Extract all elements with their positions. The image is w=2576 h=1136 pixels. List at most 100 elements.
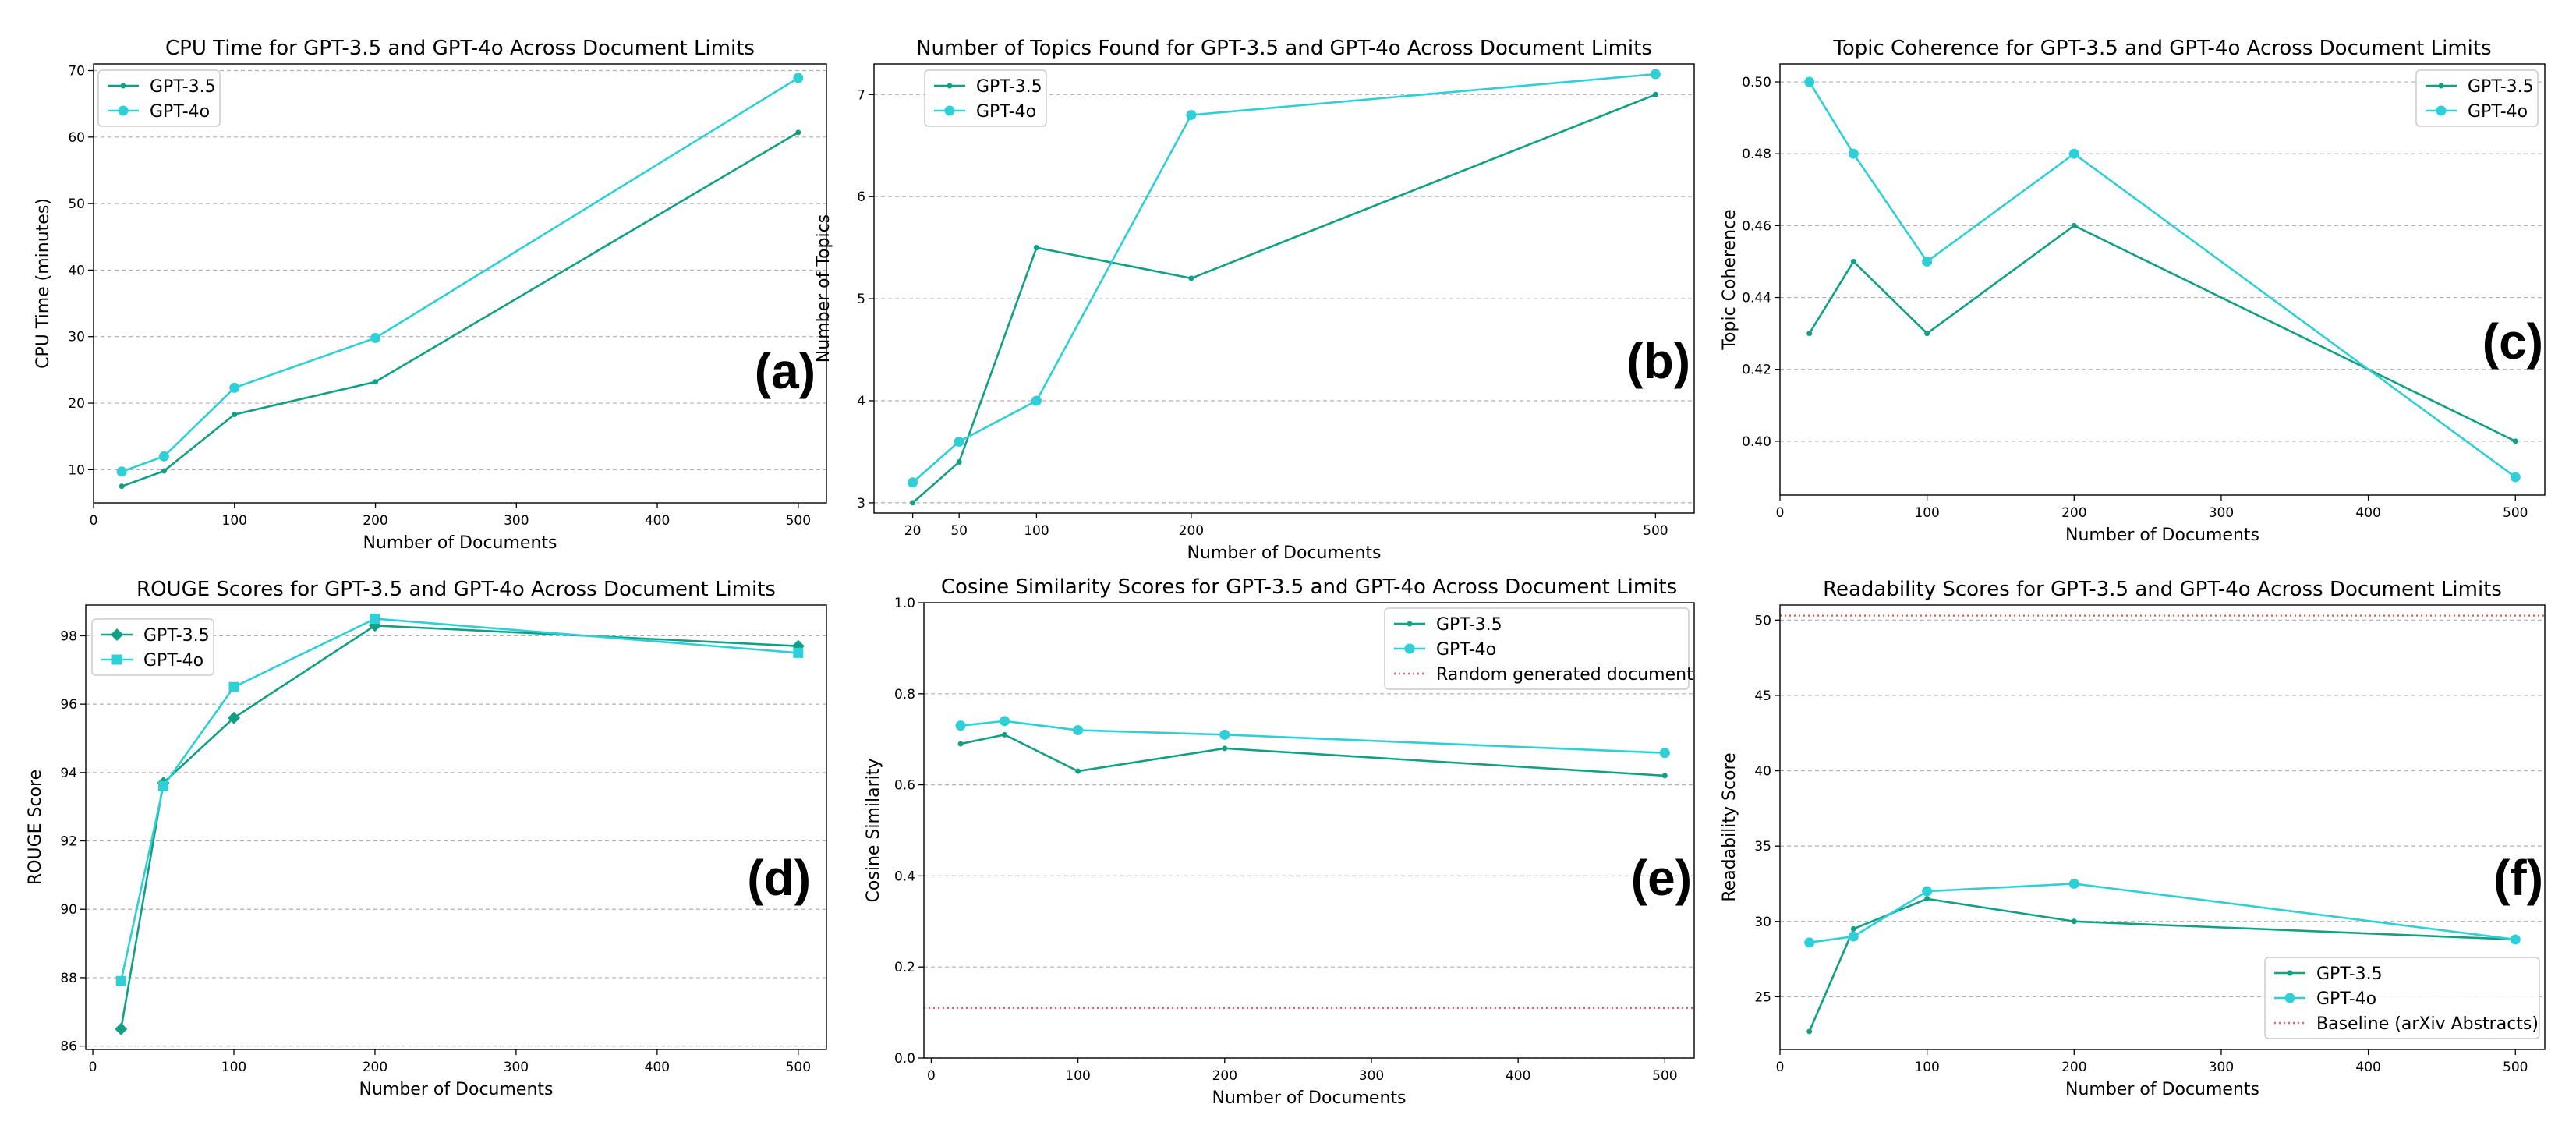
y-axis-label: Readability Score <box>1720 752 1739 901</box>
x-tick-label: 300 <box>504 513 529 529</box>
series-line-gpt35 <box>119 624 798 1029</box>
legend-label: GPT-4o <box>976 102 1036 122</box>
x-axis-label: Number of Documents <box>359 1080 553 1099</box>
legend-label: GPT-3.5 <box>1436 615 1502 635</box>
data-point <box>2068 878 2079 889</box>
data-point <box>161 468 167 474</box>
x-tick-label: 100 <box>1024 523 1049 539</box>
y-tick-label: 50 <box>68 196 85 212</box>
x-tick-label: 100 <box>1914 505 1939 521</box>
legend: GPT-3.5 GPT-4o <box>91 618 214 676</box>
legend-label: GPT-4o <box>143 651 203 671</box>
y-tick-label: 0.46 <box>1742 218 1771 234</box>
y-axis-label: Topic Coherence <box>1720 209 1739 350</box>
data-point <box>957 741 964 747</box>
legend-marker <box>947 83 953 89</box>
legend-box <box>1384 607 1690 690</box>
data-point <box>1804 76 1815 87</box>
data-point <box>158 780 169 791</box>
y-axis-label: ROUGE Score <box>26 770 45 885</box>
legend-marker <box>2284 993 2295 1003</box>
legend-marker <box>944 105 955 116</box>
y-tick-label: 4 <box>857 394 865 409</box>
series-line-gpt35 <box>960 733 1665 777</box>
y-tick-label: 20 <box>68 396 85 412</box>
x-tick-label: 200 <box>1179 523 1204 539</box>
plot-frame <box>873 63 1695 514</box>
y-tick-label: 7 <box>857 87 865 103</box>
chart-panel-c: 0.40 0.42 0.44 0.46 0.48 0.50 0 100 200 300 400 500… <box>1720 37 2546 545</box>
panel-letter: (d) <box>747 850 811 906</box>
data-point <box>115 975 126 986</box>
data-point <box>2068 148 2079 159</box>
data-point <box>1075 768 1081 774</box>
data-point <box>1222 745 1228 752</box>
legend: GPT-3.5 GPT-4o Random generated document <box>1384 607 1693 690</box>
x-tick-label: 500 <box>2503 505 2528 521</box>
chart-title: CPU Time for GPT-3.5 and GPT-4o Across D… <box>165 37 755 60</box>
panel-letter: (e) <box>1631 850 1692 906</box>
data-point <box>1031 395 1042 406</box>
legend-marker <box>120 83 126 89</box>
y-tick-label: 40 <box>68 263 85 278</box>
y-tick-label: 1.0 <box>894 596 915 611</box>
data-point <box>1848 931 1859 942</box>
chart-panel-e: 0.0 0.2 0.4 0.6 0.8 1.0 0 100 200 300 400 500 Cosine… <box>864 575 1695 1108</box>
y-tick-label: 0.2 <box>894 960 915 975</box>
x-tick-label: 500 <box>1643 523 1668 539</box>
y-tick-label: 60 <box>68 130 85 146</box>
panel-letter: (a) <box>755 343 816 399</box>
y-tick-label: 0.0 <box>894 1051 915 1067</box>
data-point <box>229 382 240 393</box>
data-point <box>1850 258 1856 264</box>
data-point <box>1661 773 1668 779</box>
legend-marker <box>2287 970 2293 976</box>
plot-frame <box>1779 63 2546 496</box>
x-tick-label: 400 <box>1506 1068 1530 1084</box>
legend-label: GPT-3.5 <box>143 626 210 646</box>
legend-marker <box>2438 83 2444 89</box>
y-tick-label: 0.40 <box>1742 434 1771 450</box>
y-axis-label: Cosine Similarity <box>864 759 883 903</box>
legend-label: Baseline (arXiv Abstracts) <box>2316 1014 2539 1034</box>
legend-box <box>924 69 1047 127</box>
data-point <box>1652 91 1658 97</box>
x-axis-label: Number of Documents <box>363 533 557 553</box>
data-point <box>908 477 918 488</box>
data-point <box>1650 69 1661 80</box>
data-point <box>1924 896 1930 902</box>
y-tick-label: 30 <box>1754 915 1771 930</box>
legend-marker <box>118 105 129 116</box>
y-tick-label: 45 <box>1754 688 1771 704</box>
y-tick-label: 86 <box>60 1039 77 1055</box>
y-tick-label: 0.44 <box>1742 291 1771 306</box>
x-tick-label: 300 <box>2209 1060 2234 1075</box>
y-tick-label: 90 <box>60 902 77 918</box>
y-tick-label: 25 <box>1754 989 1771 1005</box>
x-tick-label: 500 <box>2503 1060 2528 1075</box>
chart-title: Readability Scores for GPT-3.5 and GPT-4… <box>1823 578 2502 601</box>
plot-frame <box>85 604 827 1050</box>
series-line-gpt4o <box>119 618 798 982</box>
y-tick-label: 96 <box>60 697 77 713</box>
data-point <box>1188 275 1194 281</box>
x-tick-label: 300 <box>504 1060 529 1075</box>
y-tick-label: 0.6 <box>894 778 915 794</box>
y-tick-label: 35 <box>1754 839 1771 855</box>
data-point <box>370 614 380 625</box>
data-point <box>1848 148 1859 159</box>
legend-label: Random generated document <box>1436 665 1693 685</box>
legend-marker <box>1407 621 1413 627</box>
legend-marker <box>111 628 123 641</box>
data-point <box>1806 331 1813 337</box>
data-point <box>1804 937 1815 948</box>
data-point <box>2510 472 2521 483</box>
data-point <box>1000 716 1010 727</box>
x-tick-label: 100 <box>1914 1060 1939 1075</box>
data-point <box>116 466 127 477</box>
data-point <box>1922 256 1933 267</box>
data-point <box>2510 934 2521 945</box>
chart-title: ROUGE Scores for GPT-3.5 and GPT-4o Acro… <box>136 578 776 601</box>
x-tick-label: 300 <box>2209 505 2234 521</box>
